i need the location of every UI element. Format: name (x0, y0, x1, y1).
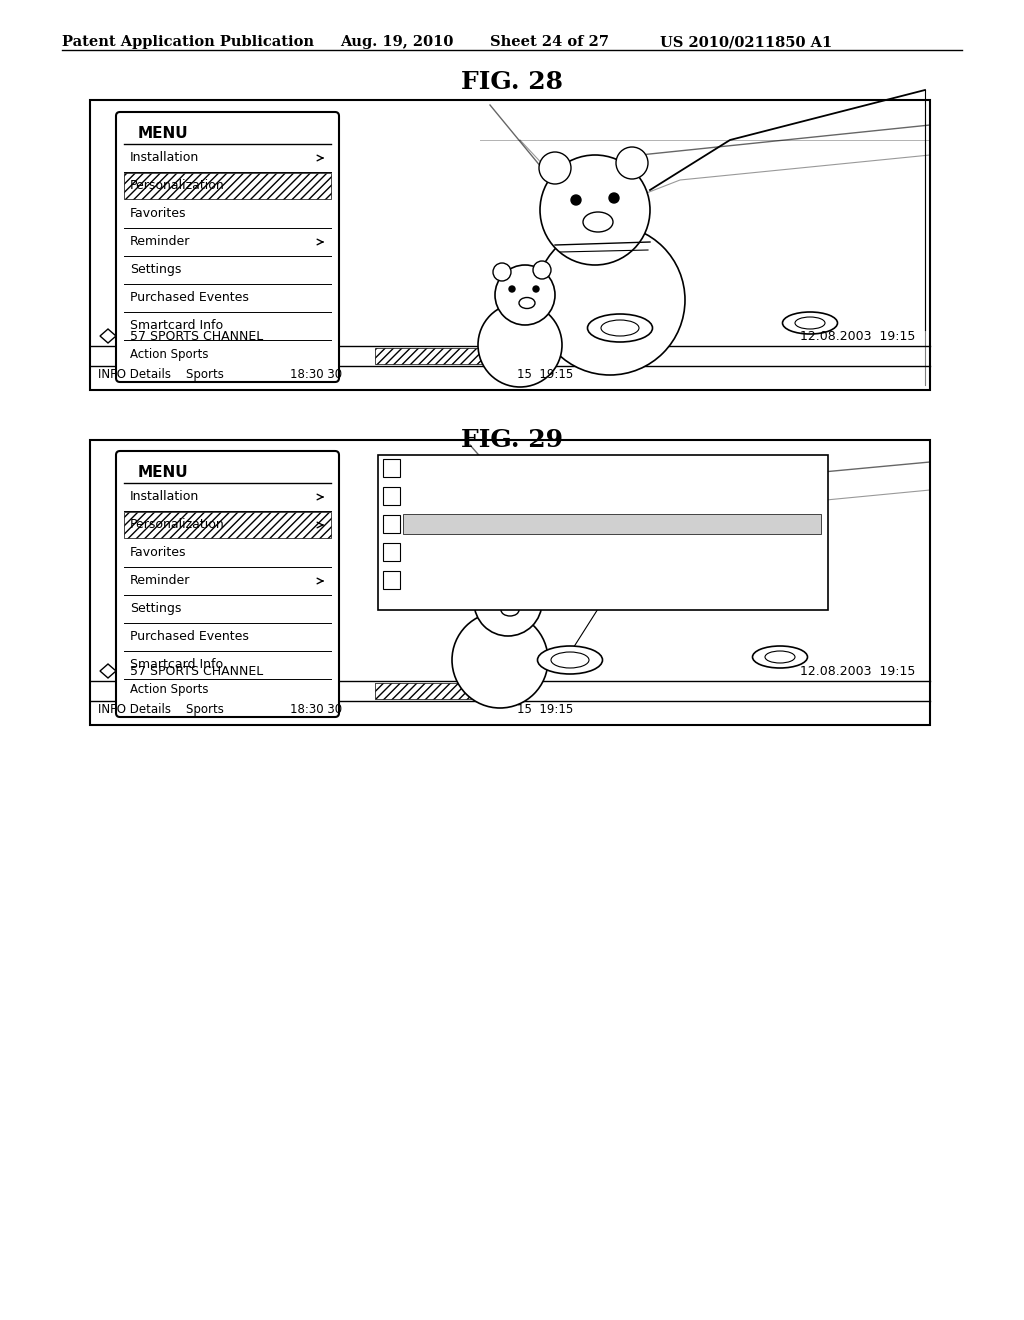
Ellipse shape (765, 651, 795, 663)
Ellipse shape (519, 297, 535, 309)
Text: raised through earthquake...: raised through earthquake... (406, 529, 555, 539)
Text: Installation: Installation (130, 150, 200, 164)
Circle shape (534, 261, 551, 279)
Bar (383, 572, 400, 589)
Text: Sheet 24 of 27: Sheet 24 of 27 (490, 36, 609, 49)
Circle shape (534, 286, 539, 292)
Text: China, Prime Ministor Wen was: China, Prime Ministor Wen was (406, 517, 566, 528)
Text: MENU: MENU (138, 465, 188, 480)
Text: Aug. 19, 2010: Aug. 19, 2010 (340, 36, 454, 49)
Circle shape (616, 147, 648, 180)
Text: 15  19:15: 15 19:15 (517, 368, 573, 381)
Circle shape (452, 612, 548, 708)
Bar (383, 515, 400, 533)
Text: "Eat your beef first"... Public servi...: "Eat your beef first"... Public servi... (406, 462, 592, 473)
Circle shape (539, 152, 571, 183)
Text: A secret method "a novel ...: A secret method "a novel ... (406, 546, 551, 556)
Text: FIG. 28: FIG. 28 (461, 70, 563, 94)
Text: Purchased Eventes: Purchased Eventes (130, 290, 249, 304)
Text: Installation: Installation (130, 490, 200, 503)
Text: 2: 2 (387, 490, 394, 500)
Text: Reminder: Reminder (130, 235, 190, 248)
Text: 57 SPORTS CHANNEL: 57 SPORTS CHANNEL (130, 330, 263, 343)
Bar (383, 487, 400, 506)
Ellipse shape (753, 645, 808, 668)
Ellipse shape (501, 605, 519, 616)
Text: Public enterprise investigation: Public enterprise investigation (406, 574, 564, 583)
Text: China, gas gangrene in earthquake area...: China, gas gangrene in earthquake area..… (406, 490, 626, 500)
Circle shape (509, 286, 515, 292)
Polygon shape (100, 329, 116, 343)
Circle shape (540, 154, 650, 265)
Bar (375, 682, 495, 700)
Text: MENU: MENU (138, 125, 188, 141)
Bar (403, 513, 821, 535)
Text: Action Sports: Action Sports (130, 348, 209, 360)
Bar (90, 100, 930, 389)
Circle shape (517, 591, 523, 598)
Ellipse shape (583, 213, 613, 232)
Text: spread up to 30 places...: spread up to 30 places... (406, 585, 535, 595)
Text: 3: 3 (387, 517, 394, 528)
Text: FIG. 29: FIG. 29 (461, 428, 563, 451)
Ellipse shape (795, 317, 825, 329)
Text: Favorites: Favorites (130, 546, 186, 558)
Text: Settings: Settings (130, 263, 181, 276)
Text: 5: 5 (387, 574, 394, 583)
Text: US 2010/0211850 A1: US 2010/0211850 A1 (660, 36, 833, 49)
Circle shape (493, 263, 511, 281)
Bar (90, 440, 930, 725)
Text: Smartcard Info: Smartcard Info (130, 319, 223, 333)
Bar (124, 173, 331, 199)
Text: 12.08.2003  19:15: 12.08.2003 19:15 (800, 330, 915, 343)
Text: Action Sports: Action Sports (130, 682, 209, 696)
Text: Purchased Eventes: Purchased Eventes (130, 630, 249, 643)
Circle shape (474, 566, 494, 586)
Text: 4: 4 (387, 546, 394, 556)
Circle shape (571, 195, 581, 205)
Text: Smartcard Info: Smartcard Info (130, 657, 223, 671)
Text: INFO Details    Sports: INFO Details Sports (98, 704, 224, 715)
FancyBboxPatch shape (116, 451, 339, 717)
Text: Personalization: Personalization (130, 517, 224, 531)
Ellipse shape (538, 645, 602, 675)
Bar (383, 543, 400, 561)
Text: Personalization: Personalization (130, 180, 224, 191)
Bar (124, 512, 331, 539)
Ellipse shape (551, 652, 589, 668)
Bar (378, 455, 828, 610)
Text: 57 SPORTS CHANNEL: 57 SPORTS CHANNEL (130, 665, 263, 678)
Circle shape (495, 265, 555, 325)
Polygon shape (100, 664, 116, 678)
Text: Reminder: Reminder (130, 574, 190, 587)
Circle shape (518, 564, 538, 583)
Text: 18:30 30: 18:30 30 (290, 704, 342, 715)
Bar (383, 459, 400, 477)
Text: 18:30 30: 18:30 30 (290, 368, 342, 381)
Circle shape (478, 304, 562, 387)
Ellipse shape (782, 312, 838, 334)
FancyBboxPatch shape (116, 112, 339, 381)
Ellipse shape (588, 314, 652, 342)
Text: 12.08.2003  19:15: 12.08.2003 19:15 (800, 665, 915, 678)
Circle shape (490, 591, 497, 598)
Text: INFO Details    Sports: INFO Details Sports (98, 368, 224, 381)
Text: Settings: Settings (130, 602, 181, 615)
Text: Patent Application Publication: Patent Application Publication (62, 36, 314, 49)
Circle shape (474, 568, 542, 636)
Text: 1: 1 (387, 462, 394, 473)
Circle shape (535, 224, 685, 375)
Ellipse shape (601, 319, 639, 337)
Circle shape (609, 193, 618, 203)
Text: Favorites: Favorites (130, 207, 186, 220)
Bar (375, 348, 495, 364)
Text: 15  19:15: 15 19:15 (517, 704, 573, 715)
